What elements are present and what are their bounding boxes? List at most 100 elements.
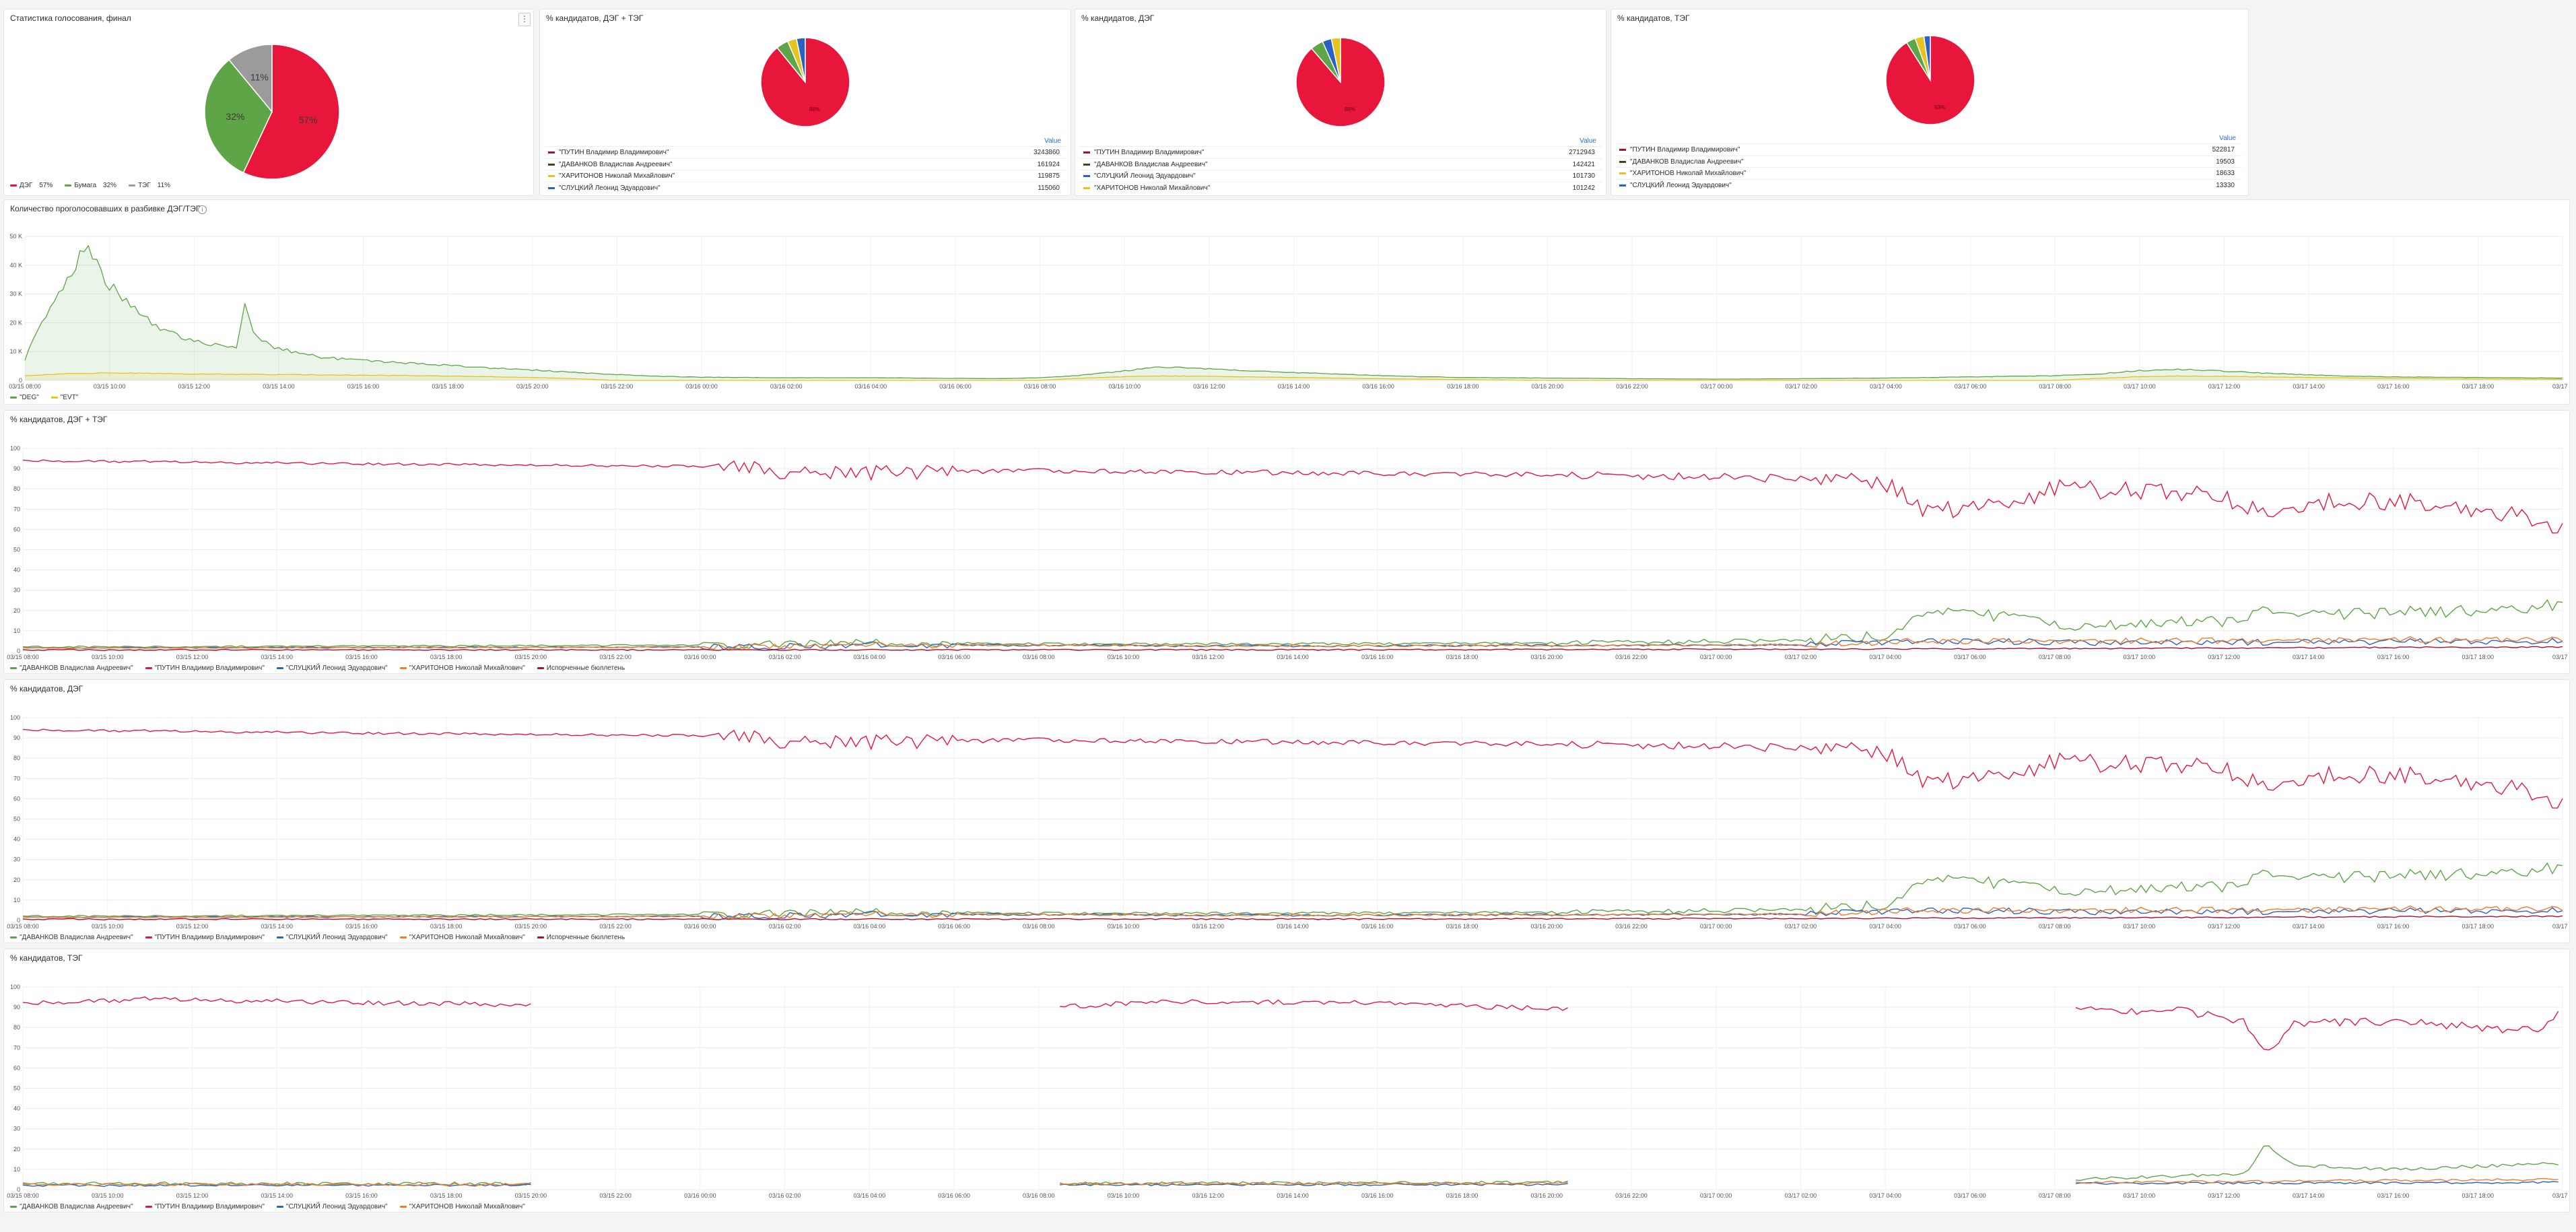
x-tick-label: 03/17 12:00 xyxy=(2208,383,2241,390)
x-tick-label: 03/15 12:00 xyxy=(178,383,210,390)
series-line[interactable] xyxy=(22,646,2563,652)
info-icon[interactable]: i xyxy=(198,205,207,214)
series-line[interactable] xyxy=(22,1182,531,1186)
table-row[interactable]: "ПУТИН Владимир Владимирович" 522817 xyxy=(1615,143,2241,156)
x-tick-label: 03/17 2 xyxy=(2552,654,2570,660)
legend-label: "EVT" xyxy=(60,394,79,401)
legend-item[interactable]: Испорченные бюллетень xyxy=(537,934,625,941)
series-line[interactable] xyxy=(2075,1181,2558,1185)
legend-item[interactable]: "ПУТИН Владимир Владимирович" xyxy=(145,934,265,941)
table-row[interactable]: "ДАВАНКОВ Владислав Андреевич" 19503 xyxy=(1615,155,2241,168)
x-tick-label: 03/16 14:00 xyxy=(1277,654,1309,660)
panel-title: Количество проголосовавших в разбивке ДЭ… xyxy=(10,204,201,213)
legend-item[interactable]: "EVT" xyxy=(50,394,79,401)
series-line[interactable] xyxy=(22,915,2563,921)
series-line[interactable] xyxy=(1060,1182,1568,1186)
x-tick-label: 03/16 22:00 xyxy=(1615,1192,1648,1199)
table-row[interactable]: "ДАВАНКОВ Владислав Андреевич" 142421 xyxy=(1079,158,1602,170)
series-line[interactable] xyxy=(2075,1145,2558,1182)
panel-title: % кандидатов, ДЭГ + ТЭГ xyxy=(546,13,644,23)
table-row[interactable]: "ХАРИТОНОВ Николай Михайлович" 18633 xyxy=(1615,167,2241,179)
x-tick-label: 03/16 20:00 xyxy=(1530,654,1563,660)
x-tick-label: 03/16 20:00 xyxy=(1532,383,1564,390)
x-tick-label: 03/17 04:00 xyxy=(1870,383,1902,390)
series-line[interactable] xyxy=(22,728,2563,809)
series-line[interactable] xyxy=(24,244,2563,380)
series-line[interactable] xyxy=(22,459,2563,534)
legend-swatch xyxy=(50,397,58,399)
series-area xyxy=(25,372,2563,380)
table-row[interactable]: "СЛУЦКИЙ Леонид Эдуардович" 13330 xyxy=(1615,178,2241,191)
legend-item[interactable]: "ДАВАНКОВ Владислав Андреевич" xyxy=(10,1203,133,1210)
legend-item[interactable]: "DEG" xyxy=(10,394,39,401)
pie-slice[interactable] xyxy=(228,44,273,114)
pie-slice[interactable] xyxy=(204,59,273,174)
y-tick-label: 10 xyxy=(13,627,20,634)
table-row[interactable]: "ДАВАНКОВ Владислав Андреевич" 161924 xyxy=(544,158,1066,170)
pie-center-label: 93% xyxy=(1934,104,1945,110)
legend-item[interactable]: "ХАРИТОНОВ Николай Михайлович" xyxy=(399,1203,525,1210)
legend-item[interactable]: "ХАРИТОНОВ Николай Михайлович" xyxy=(399,934,525,941)
legend-item[interactable]: Испорченные бюллетень xyxy=(537,664,625,672)
table-row[interactable]: "ХАРИТОНОВ Николай Михайлович" 101242 xyxy=(1079,181,1602,194)
x-tick-label: 03/17 02:00 xyxy=(1786,383,1818,390)
legend-item[interactable]: "СЛУЦКИЙ Леонид Эдуардович" xyxy=(276,1203,388,1210)
y-tick-label: 70 xyxy=(13,775,20,782)
legend-item[interactable]: "ДАВАНКОВ Владислав Андреевич" xyxy=(10,934,133,941)
pie-slice[interactable] xyxy=(1330,37,1341,83)
candidate-value: 522817 xyxy=(2212,146,2235,153)
value-column-header[interactable]: Value xyxy=(1044,137,1061,145)
legend-item[interactable]: ДЭГ 57% xyxy=(10,182,53,189)
legend-item[interactable]: "ПУТИН Владимир Владимирович" xyxy=(145,1203,265,1210)
x-tick-label: 03/15 08:00 xyxy=(7,654,39,660)
x-tick-label: 03/15 16:00 xyxy=(345,654,378,660)
value-column-header[interactable]: Value xyxy=(1580,137,1596,145)
legend-item[interactable]: Бумага 32% xyxy=(65,182,116,189)
legend-label: "ПУТИН Владимир Владимирович" xyxy=(154,664,265,672)
series-line[interactable] xyxy=(1060,999,1568,1011)
table-row[interactable]: "ПУТИН Владимир Владимирович" 2712943 xyxy=(1079,146,1602,158)
x-tick-label: 03/16 02:00 xyxy=(769,923,801,930)
series-line[interactable] xyxy=(22,905,2563,920)
panel-menu-button[interactable]: ⋮ xyxy=(518,13,531,26)
x-tick-label: 03/17 18:00 xyxy=(2462,383,2495,390)
x-tick-label: 03/16 06:00 xyxy=(939,383,972,390)
series-line[interactable] xyxy=(1059,1180,1568,1186)
series-line[interactable] xyxy=(22,636,2563,651)
x-tick-label: 03/15 18:00 xyxy=(432,383,464,390)
chart-legend: "ДАВАНКОВ Владислав Андреевич" "ПУТИН Вла… xyxy=(10,1203,525,1210)
pie-slice-label: 32% xyxy=(226,111,244,122)
pie-slice[interactable] xyxy=(242,44,340,180)
pie-slice[interactable] xyxy=(1923,35,1931,81)
series-line[interactable] xyxy=(2075,1177,2558,1184)
y-tick-label: 30 xyxy=(13,1126,20,1132)
legend-item[interactable]: "СЛУЦКИЙ Леонид Эдуардович" xyxy=(276,664,388,672)
x-tick-label: 03/15 16:00 xyxy=(347,383,380,390)
x-tick-label: 03/16 16:00 xyxy=(1361,654,1394,660)
table-row[interactable]: "СЛУЦКИЙ Леонид Эдуардович" 101730 xyxy=(1079,170,1602,182)
legend-item[interactable]: ТЭГ 11% xyxy=(129,182,170,189)
table-row[interactable]: "ХАРИТОНОВ Николай Михайлович" 119875 xyxy=(544,170,1066,182)
legend-item[interactable]: "СЛУЦКИЙ Леонид Эдуардович" xyxy=(276,934,388,941)
x-tick-label: 03/17 14:00 xyxy=(2293,1192,2325,1199)
x-tick-label: 03/15 20:00 xyxy=(515,654,547,660)
x-tick-label: 03/16 00:00 xyxy=(685,383,718,390)
legend-item[interactable]: "ХАРИТОНОВ Николай Михайлович" xyxy=(399,664,525,672)
legend-item[interactable]: "ДАВАНКОВ Владислав Андреевич" xyxy=(10,664,133,672)
series-line[interactable] xyxy=(22,996,531,1007)
legend-item[interactable]: "ПУТИН Владимир Владимирович" xyxy=(145,664,265,672)
x-tick-label: 03/16 10:00 xyxy=(1108,383,1141,390)
series-line[interactable] xyxy=(2075,1006,2559,1051)
x-tick-label: 03/16 06:00 xyxy=(938,654,970,660)
pie-slice[interactable] xyxy=(796,37,806,83)
value-column-header[interactable]: Value xyxy=(2219,135,2236,142)
legend-swatch xyxy=(548,175,555,177)
series-line[interactable] xyxy=(24,372,2563,381)
table-row[interactable]: "ПУТИН Владимир Владимирович" 3243860 xyxy=(544,146,1066,158)
y-tick-label: 60 xyxy=(13,795,20,802)
table-row[interactable]: "СЛУЦКИЙ Леонид Эдуардович" 115060 xyxy=(544,181,1066,194)
y-tick-label: 60 xyxy=(13,526,20,533)
x-tick-label: 03/16 12:00 xyxy=(1193,383,1225,390)
x-tick-label: 03/17 00:00 xyxy=(1701,383,1733,390)
y-tick-label: 100 xyxy=(10,714,20,721)
